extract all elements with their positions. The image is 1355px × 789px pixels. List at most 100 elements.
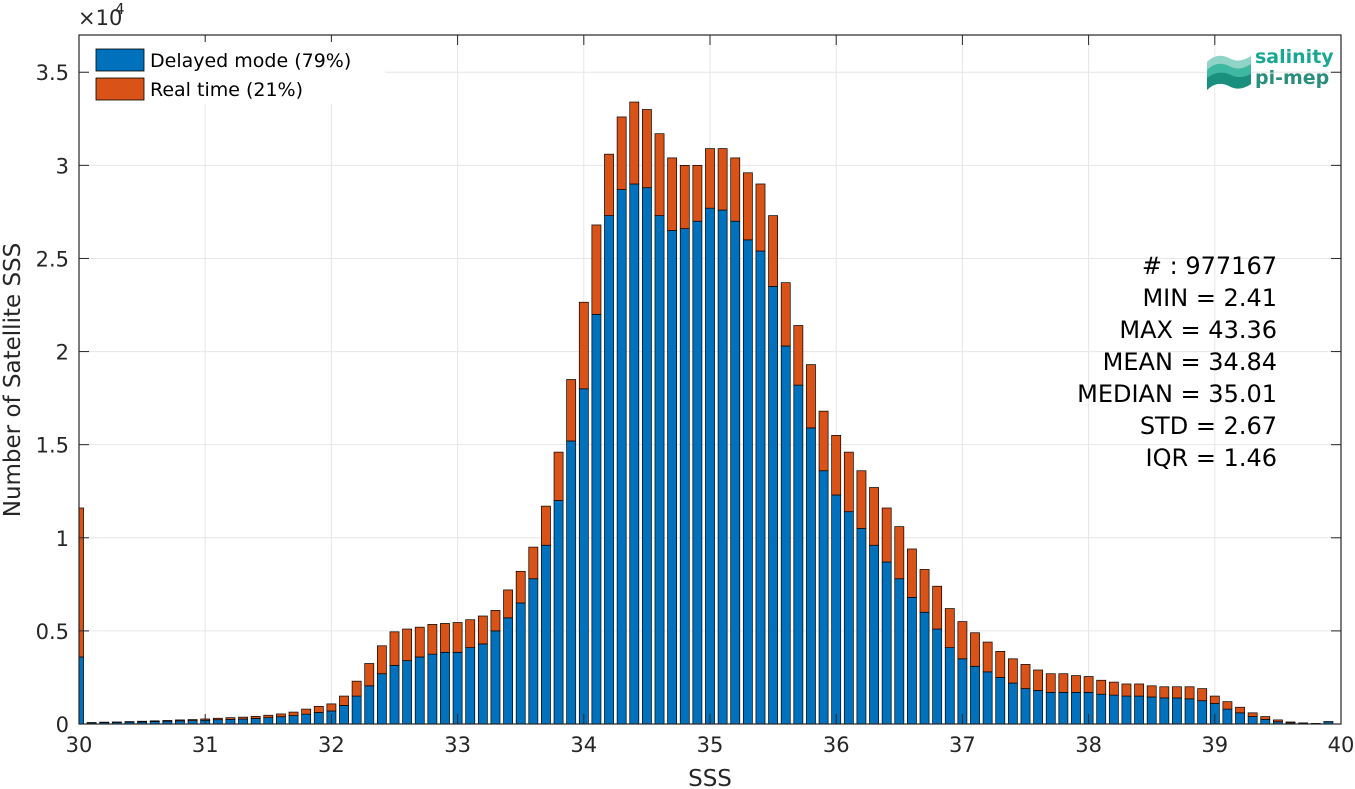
- axes: [78, 34, 1342, 725]
- bar-delayed-mode: [427, 653, 438, 725]
- bar-delayed-mode: [1007, 682, 1018, 725]
- bar-real-time: [376, 645, 387, 675]
- y-tick-label: 2.5: [36, 247, 69, 271]
- bar-real-time: [818, 410, 829, 472]
- bar-delayed-mode: [1184, 698, 1195, 725]
- bar-real-time: [288, 711, 299, 716]
- bar-real-time: [175, 719, 185, 722]
- x-tick-label: 32: [318, 733, 345, 757]
- stats-line: IQR = 1.46: [1146, 444, 1277, 472]
- bar-delayed-mode: [212, 719, 223, 725]
- bar-real-time: [490, 610, 501, 632]
- bar-delayed-mode: [591, 313, 602, 725]
- bar-real-time: [263, 714, 274, 719]
- bar-real-time: [137, 720, 147, 723]
- bar-real-time: [339, 695, 349, 706]
- bar-delayed-mode: [1058, 691, 1069, 725]
- bar-real-time: [831, 435, 842, 496]
- y-exponent-power: 4: [115, 0, 125, 18]
- bar-real-time: [730, 157, 741, 222]
- x-tick-label: 39: [1201, 733, 1228, 757]
- bar-real-time: [1235, 706, 1245, 714]
- bar-real-time: [1159, 686, 1170, 699]
- y-tick-label: 0: [56, 713, 69, 737]
- bar-real-time: [402, 628, 413, 662]
- stats-line: MEAN = 34.84: [1103, 348, 1277, 376]
- bar-delayed-mode: [490, 630, 501, 725]
- wave-logo-icon-base: [1207, 72, 1251, 90]
- bar-real-time: [149, 720, 160, 722]
- bar-real-time: [351, 680, 362, 697]
- x-tick-label: 31: [192, 733, 219, 757]
- bar-real-time: [225, 717, 236, 720]
- bar-real-time: [1247, 712, 1258, 717]
- bar-real-time: [1298, 722, 1309, 724]
- bar-real-time: [427, 624, 438, 655]
- bar-delayed-mode: [755, 250, 766, 725]
- bar-real-time: [856, 470, 867, 529]
- bar-real-time: [692, 165, 703, 222]
- y-axis-label: Number of Satellite SSS: [0, 243, 26, 518]
- x-tick-label: 33: [444, 733, 471, 757]
- bar-real-time: [616, 116, 627, 190]
- stats-line: # : 977167: [1142, 252, 1277, 280]
- bar-real-time: [970, 632, 980, 667]
- bar-delayed-mode: [1222, 708, 1233, 725]
- bar-delayed-mode: [730, 220, 741, 725]
- bar-delayed-mode: [604, 215, 614, 725]
- bar-real-time: [881, 507, 892, 563]
- bar-delayed-mode: [717, 209, 728, 725]
- stats-line: MIN = 2.41: [1142, 284, 1277, 312]
- bar-real-time: [452, 622, 463, 653]
- bar-delayed-mode: [894, 578, 905, 725]
- bar-real-time: [679, 165, 690, 230]
- bar-delayed-mode: [692, 220, 703, 725]
- bar-delayed-mode: [793, 384, 804, 725]
- bar-delayed-mode: [742, 239, 753, 725]
- bar-delayed-mode: [578, 388, 589, 725]
- bar-real-time: [301, 708, 312, 715]
- legend-swatch-realtime: [95, 77, 145, 101]
- bar-real-time: [78, 507, 84, 658]
- bar-delayed-mode: [1235, 712, 1245, 725]
- bar-delayed-mode: [503, 617, 513, 725]
- bar-delayed-mode: [843, 511, 854, 725]
- bar-real-time: [793, 325, 804, 386]
- bar-delayed-mode: [944, 647, 955, 725]
- bar-delayed-mode: [679, 228, 690, 725]
- x-tick-label: 40: [1328, 733, 1355, 757]
- bar-real-time: [1071, 675, 1081, 693]
- bar-delayed-mode: [566, 440, 577, 725]
- bar-real-time: [1285, 721, 1296, 724]
- bar-delayed-mode: [452, 651, 463, 725]
- bar-delayed-mode: [440, 651, 450, 725]
- salinity-pi-mep-logo: salinity pi-mep: [1207, 46, 1334, 90]
- bar-delayed-mode: [1172, 697, 1182, 725]
- bar-delayed-mode: [806, 427, 816, 725]
- bar-real-time: [541, 505, 551, 546]
- y-tick-label: 1.5: [36, 434, 69, 458]
- bar-delayed-mode: [1146, 696, 1157, 725]
- bar-real-time: [1083, 676, 1094, 693]
- bar-real-time: [1096, 679, 1107, 695]
- bar-delayed-mode: [465, 647, 476, 725]
- bar-delayed-mode: [768, 286, 778, 725]
- bar-delayed-mode: [831, 494, 842, 725]
- legend: Delayed mode (79%) Real time (21%): [89, 42, 385, 104]
- bar-real-time: [1058, 673, 1069, 693]
- bar-real-time: [250, 716, 261, 719]
- bar-delayed-mode: [642, 187, 652, 725]
- bar-real-time: [162, 720, 173, 722]
- bar-delayed-mode: [301, 713, 312, 725]
- bar-delayed-mode: [1108, 694, 1119, 725]
- bar-real-time: [1033, 669, 1044, 691]
- bar-delayed-mode: [402, 660, 413, 725]
- bar-real-time: [1209, 695, 1220, 704]
- bar-delayed-mode: [616, 189, 627, 725]
- legend-label-delayed: Delayed mode (79%): [150, 50, 351, 72]
- y-tick-label: 0.5: [36, 620, 69, 644]
- bar-delayed-mode: [982, 671, 993, 725]
- bar-delayed-mode: [919, 611, 930, 725]
- x-tick-label: 30: [66, 733, 93, 757]
- bar-real-time: [1020, 664, 1031, 689]
